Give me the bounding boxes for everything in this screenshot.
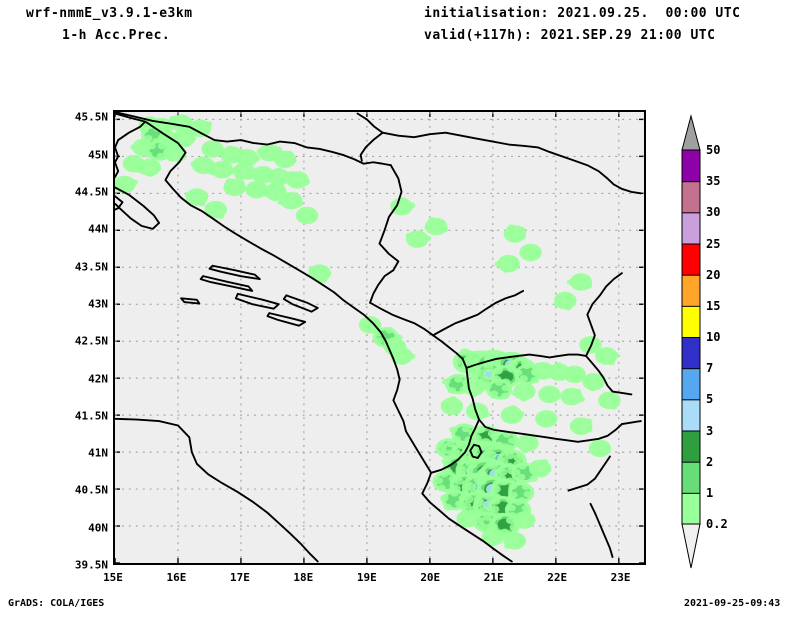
grads-credit-label: GrADS: COLA/IGES bbox=[8, 598, 105, 609]
x-tick-17E: 17E bbox=[229, 571, 250, 584]
render-timestamp: 2021-09-25-09:43 bbox=[684, 598, 781, 609]
precipitation-field bbox=[115, 114, 621, 550]
colorbar-legend: 0.2 1 2 3 5 7 10 15 20 25 30 35 50 bbox=[676, 112, 736, 572]
y-tick-43.5N: 43.5N bbox=[74, 260, 108, 274]
y-tick-43N: 43N bbox=[88, 297, 108, 311]
map-canvas bbox=[115, 112, 644, 563]
x-tick-20E: 20E bbox=[420, 571, 441, 584]
y-tick-44N: 44N bbox=[88, 222, 108, 236]
colorbar-tick-30: 30 bbox=[706, 205, 721, 220]
y-tick-41.5N: 41.5N bbox=[74, 409, 108, 423]
y-tick-40N: 40N bbox=[88, 521, 108, 535]
y-tick-41N: 41N bbox=[88, 446, 108, 460]
colorbar-tick-5: 5 bbox=[706, 392, 714, 407]
field-name-label: 1-h Acc.Prec. bbox=[62, 28, 171, 43]
y-tick-40.5N: 40.5N bbox=[74, 483, 108, 497]
colorbar-tick-3: 3 bbox=[706, 423, 714, 438]
colorbar-tick-25: 25 bbox=[706, 236, 721, 251]
colorbar-tick-2: 2 bbox=[706, 454, 714, 469]
colorbar-tick-0.2: 0.2 bbox=[706, 517, 728, 531]
x-tick-23E: 23E bbox=[610, 571, 631, 584]
initialisation-label: initialisation: 2021.09.25. 00:00 UTC bbox=[424, 6, 741, 21]
colorbar-swatches bbox=[681, 114, 701, 569]
y-tick-44.5N: 44.5N bbox=[74, 185, 108, 199]
x-tick-16E: 16E bbox=[166, 571, 187, 584]
y-tick-39.5N: 39.5N bbox=[74, 558, 108, 572]
colorbar-tick-35: 35 bbox=[706, 174, 721, 189]
colorbar-tick-7: 7 bbox=[706, 361, 714, 376]
colorbar-tick-1: 1 bbox=[706, 485, 714, 500]
x-tick-19E: 19E bbox=[356, 571, 377, 584]
y-tick-45.5N: 45.5N bbox=[74, 110, 108, 124]
colorbar-tick-15: 15 bbox=[706, 298, 721, 313]
coastline-borders bbox=[115, 112, 642, 563]
y-tick-42.5N: 42.5N bbox=[74, 334, 108, 348]
x-tick-15E: 15E bbox=[103, 571, 123, 584]
x-tick-18E: 18E bbox=[293, 571, 314, 584]
y-tick-42N: 42N bbox=[88, 372, 108, 386]
precipitation-map-plot bbox=[113, 110, 646, 565]
valid-time-label: valid(+117h): 2021.SEP.29 21:00 UTC bbox=[424, 28, 716, 43]
x-tick-22E: 22E bbox=[547, 571, 568, 584]
colorbar-tick-50: 50 bbox=[706, 143, 721, 157]
y-tick-45N: 45N bbox=[88, 148, 108, 162]
x-tick-21E: 21E bbox=[483, 571, 504, 584]
model-name-label: wrf-nmmE_v3.9.1-e3km bbox=[26, 6, 193, 21]
colorbar-tick-20: 20 bbox=[706, 267, 721, 282]
colorbar-tick-10: 10 bbox=[706, 330, 721, 344]
